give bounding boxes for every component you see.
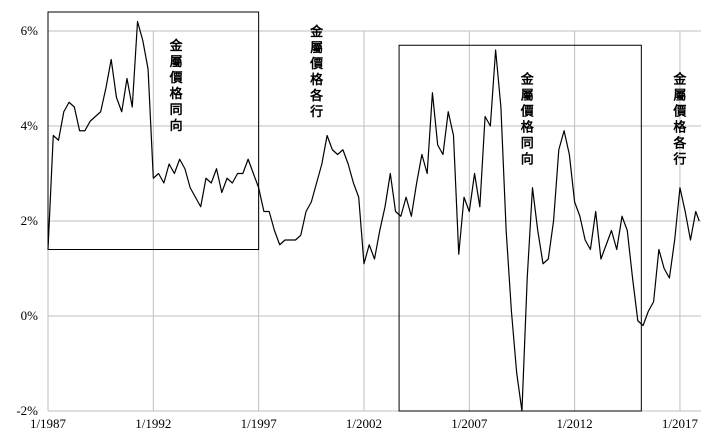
x-axis-tick-labels: 1/1987 1/1992 1/1997 1/2002 1/2007 1/2012 1/20… xyxy=(30,416,699,431)
y-tick-label: 2% xyxy=(21,213,39,228)
y-tick-label: -2% xyxy=(16,403,38,418)
period-box xyxy=(398,44,642,412)
period-annotation: 金屬價格同向 xyxy=(169,38,184,134)
x-tick-label: 1/2007 xyxy=(451,416,488,431)
y-tick-label: 4% xyxy=(21,118,39,133)
period-annotation: 金屬價格各行 xyxy=(309,24,324,120)
period-annotation: 金屬價格各行 xyxy=(672,71,687,167)
x-tick-label: 1/1992 xyxy=(135,416,171,431)
gridlines xyxy=(47,30,701,412)
x-tick-label: 1/2017 xyxy=(662,416,699,431)
x-tick-label: 1/2012 xyxy=(557,416,593,431)
series-line xyxy=(47,20,700,412)
y-tick-label: 6% xyxy=(21,23,39,38)
series-lines xyxy=(47,20,700,412)
period-boxes xyxy=(47,11,642,412)
period-annotation: 金屬價格同向 xyxy=(520,71,535,167)
period-annotations: 金屬價格同向 金屬價格各行 金屬價格同向 金屬價格各行 xyxy=(169,24,688,168)
y-tick-label: 0% xyxy=(21,308,39,323)
period-box xyxy=(47,11,260,250)
x-tick-label: 1/2002 xyxy=(346,416,382,431)
y-axis-tick-labels: 6% 4% 2% 0% -2% xyxy=(16,23,38,418)
x-tick-label: 1/1987 xyxy=(30,416,67,431)
x-tick-label: 1/1997 xyxy=(241,416,278,431)
